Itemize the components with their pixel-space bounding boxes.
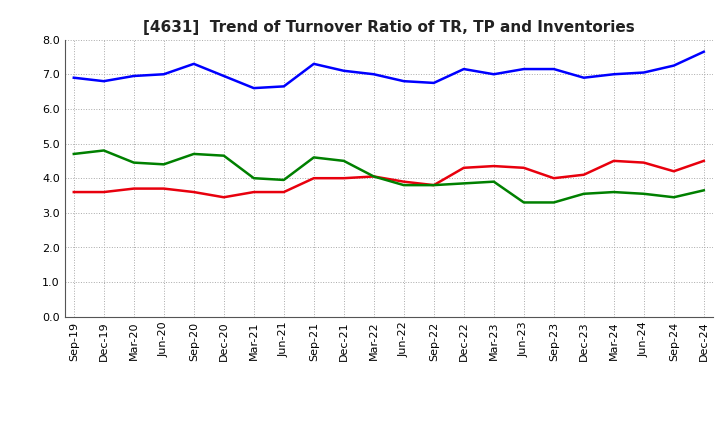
Trade Payables [369,72,378,77]
Trade Payables [459,66,468,72]
Inventories [69,151,78,157]
Inventories [340,158,348,164]
Trade Receivables [160,186,168,191]
Trade Receivables [639,160,648,165]
Inventories [459,181,468,186]
Trade Payables [340,68,348,73]
Line: Trade Payables: Trade Payables [73,52,703,88]
Trade Payables [160,72,168,77]
Trade Payables [400,78,408,84]
Line: Trade Receivables: Trade Receivables [73,161,703,197]
Trade Receivables [519,165,528,170]
Trade Payables [519,66,528,72]
Trade Payables [69,75,78,81]
Trade Payables [639,70,648,75]
Trade Payables [699,49,708,55]
Trade Payables [670,63,678,68]
Trade Payables [250,85,258,91]
Trade Receivables [670,169,678,174]
Trade Payables [609,72,618,77]
Inventories [279,177,288,183]
Trade Receivables [699,158,708,164]
Trade Payables [279,84,288,89]
Trade Payables [549,66,558,72]
Inventories [549,200,558,205]
Inventories [310,155,318,160]
Inventories [519,200,528,205]
Inventories [580,191,588,196]
Trade Receivables [220,194,228,200]
Trade Receivables [279,189,288,194]
Trade Receivables [189,189,198,194]
Trade Receivables [490,163,498,169]
Trade Receivables [340,176,348,181]
Trade Receivables [549,176,558,181]
Trade Receivables [580,172,588,177]
Trade Payables [490,72,498,77]
Trade Payables [580,75,588,81]
Trade Payables [130,73,138,79]
Inventories [400,183,408,188]
Trade Receivables [369,174,378,179]
Trade Receivables [400,179,408,184]
Inventories [369,174,378,179]
Inventories [189,151,198,157]
Inventories [609,189,618,194]
Inventories [220,153,228,158]
Trade Receivables [429,183,438,188]
Trade Receivables [99,189,108,194]
Inventories [130,160,138,165]
Inventories [670,194,678,200]
Trade Receivables [459,165,468,170]
Inventories [490,179,498,184]
Inventories [429,183,438,188]
Text: [4631]  Trend of Turnover Ratio of TR, TP and Inventories: [4631] Trend of Turnover Ratio of TR, TP… [143,20,634,35]
Inventories [639,191,648,196]
Trade Receivables [310,176,318,181]
Trade Payables [429,80,438,85]
Trade Payables [220,73,228,79]
Trade Receivables [250,189,258,194]
Trade Payables [99,78,108,84]
Trade Receivables [69,189,78,194]
Trade Payables [310,61,318,66]
Trade Payables [189,61,198,66]
Trade Receivables [130,186,138,191]
Inventories [699,188,708,193]
Inventories [160,161,168,167]
Inventories [99,148,108,153]
Trade Receivables [609,158,618,164]
Line: Inventories: Inventories [73,150,703,202]
Inventories [250,176,258,181]
